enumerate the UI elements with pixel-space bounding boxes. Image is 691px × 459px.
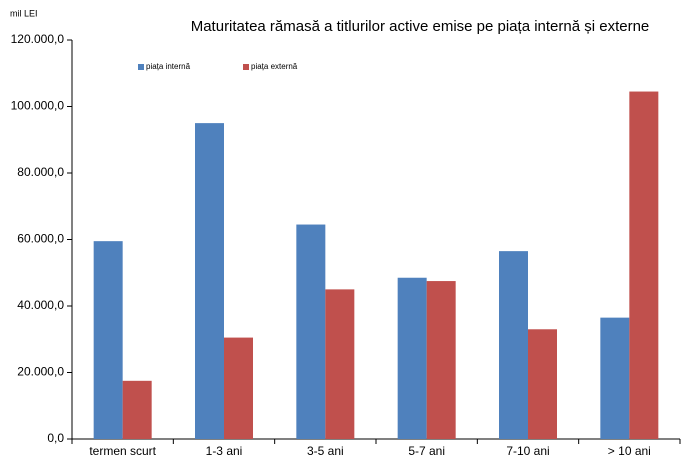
bar bbox=[499, 251, 528, 439]
y-axis-label: mil LEI bbox=[10, 8, 38, 18]
bar bbox=[195, 123, 224, 439]
bar bbox=[600, 317, 630, 439]
chart-title: Maturitatea rămasă a titlurilor active e… bbox=[191, 18, 650, 35]
bar bbox=[629, 91, 659, 439]
bar bbox=[397, 277, 427, 439]
y-tick-label: 120.000,0 bbox=[11, 32, 65, 46]
y-tick-label: 60.000,0 bbox=[17, 232, 64, 246]
y-tick-label: 100.000,0 bbox=[11, 99, 65, 113]
bar bbox=[528, 329, 557, 439]
y-tick-label: 40.000,0 bbox=[17, 298, 64, 312]
bar bbox=[122, 380, 152, 439]
x-tick-label: 3-5 ani bbox=[307, 444, 344, 458]
legend-label: piața externă bbox=[251, 62, 298, 71]
x-tick-label: 1-3 ani bbox=[206, 444, 243, 458]
bar bbox=[325, 289, 355, 439]
legend-swatch bbox=[138, 64, 144, 70]
y-tick-label: 20.000,0 bbox=[17, 365, 64, 379]
legend-label: piața internă bbox=[146, 62, 191, 71]
bar bbox=[224, 337, 253, 439]
bar bbox=[93, 241, 123, 439]
x-tick-label: > 10 ani bbox=[608, 444, 651, 458]
bar bbox=[296, 224, 326, 439]
x-tick-label: termen scurt bbox=[89, 444, 156, 458]
x-tick-label: 5-7 ani bbox=[408, 444, 445, 458]
y-tick-label: 80.000,0 bbox=[17, 165, 64, 179]
legend-swatch bbox=[243, 64, 249, 70]
x-tick-label: 7-10 ani bbox=[506, 444, 549, 458]
y-tick-label: 0,0 bbox=[47, 431, 64, 445]
bar bbox=[426, 281, 456, 439]
